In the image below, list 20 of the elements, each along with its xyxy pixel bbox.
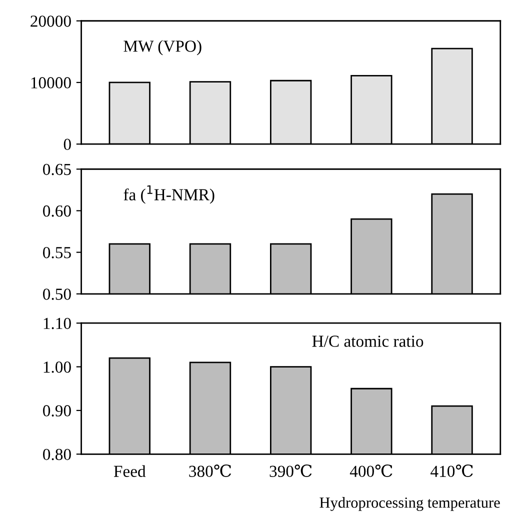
y-tick-label: 0.65 xyxy=(43,164,71,176)
annotation: fa ($^{1}$H-NMR) xyxy=(124,185,214,204)
annotation: MW (VPO) xyxy=(124,40,202,56)
x-tick-label: 390℃ xyxy=(270,464,312,478)
y-tick-label: 20000 xyxy=(30,16,71,27)
y-tick-label: 0.90 xyxy=(43,405,71,416)
y-tick-label: 0.80 xyxy=(43,448,71,460)
y-tick-label: 10000 xyxy=(31,77,71,88)
x-axis-title: Hydroprocessing temperature xyxy=(320,497,500,511)
x-tick-label: 400℃ xyxy=(350,464,392,478)
x-tick-label: 410℃ xyxy=(430,464,473,478)
annotation: H/C atomic ratio xyxy=(312,336,424,347)
y-tick-label: 1.00 xyxy=(44,361,71,373)
y-tick-label: 0.50 xyxy=(43,288,71,300)
y-tick-label: 0 xyxy=(64,138,71,150)
y-tick-label: 0.60 xyxy=(43,205,71,217)
x-tick-label: Feed xyxy=(114,465,146,477)
y-tick-label: 1.10 xyxy=(44,318,71,330)
y-tick-label: 0.55 xyxy=(43,247,71,258)
x-tick-label: 380℃ xyxy=(189,464,232,478)
